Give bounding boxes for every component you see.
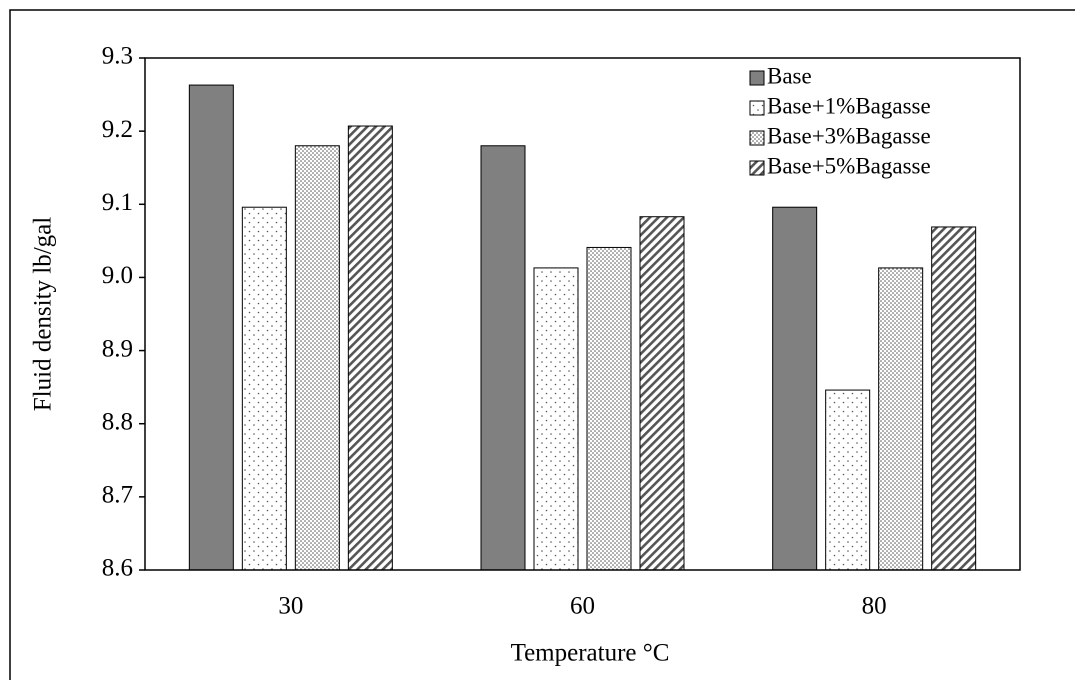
y-axis-label: Fluid density lb/gal	[30, 217, 57, 412]
x-tick-label: 80	[862, 593, 887, 620]
legend-label: Base+1%Bagasse	[767, 93, 931, 118]
bar	[348, 126, 392, 570]
bar	[826, 390, 870, 570]
bar	[481, 146, 525, 570]
bar	[587, 247, 631, 570]
y-tick-label: 8.8	[102, 408, 133, 435]
bar	[640, 217, 684, 570]
y-tick-label: 9.0	[102, 262, 133, 289]
legend-label: Base	[767, 63, 812, 88]
x-axis-label: Temperature °C	[511, 640, 670, 667]
legend-label: Base+5%Bagasse	[767, 153, 931, 178]
y-tick-label: 8.6	[102, 555, 133, 582]
bar	[879, 268, 923, 570]
bar	[295, 146, 339, 570]
chart: Temperature °C Fluid density lb/gal 8.6 8…	[0, 0, 1075, 680]
legend-swatch	[750, 161, 764, 175]
x-tick-label: 60	[570, 593, 595, 620]
bar	[534, 268, 578, 570]
bar	[932, 227, 976, 570]
bar	[189, 85, 233, 570]
y-tick-label: 9.1	[102, 189, 133, 216]
x-tick-label: 30	[278, 593, 303, 620]
y-tick-label: 9.2	[102, 116, 133, 143]
y-tick-label: 8.9	[102, 335, 133, 362]
legend-label: Base+3%Bagasse	[767, 123, 931, 148]
bar	[773, 207, 817, 570]
y-tick-label: 9.3	[102, 43, 133, 70]
legend-swatch	[750, 101, 764, 115]
legend-swatch	[750, 71, 764, 85]
legend-swatch	[750, 131, 764, 145]
bar	[242, 207, 286, 570]
y-tick-label: 8.7	[102, 482, 133, 509]
